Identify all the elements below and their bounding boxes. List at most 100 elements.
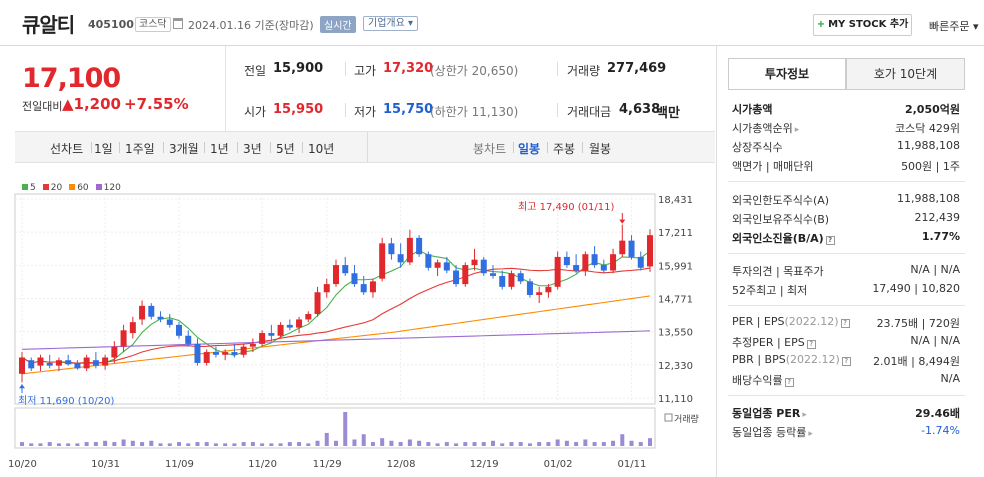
legend-item-ma5: 5 bbox=[22, 183, 36, 193]
col-divider bbox=[345, 103, 346, 117]
candle-body bbox=[453, 270, 460, 285]
chevron-right-icon: ▸ bbox=[794, 125, 800, 135]
period-10y[interactable]: 10년 bbox=[308, 142, 335, 156]
toolbar-separator bbox=[547, 142, 548, 153]
volume-bar bbox=[158, 443, 163, 446]
volume-bar bbox=[601, 442, 606, 446]
candle-body bbox=[129, 322, 136, 334]
candle-body bbox=[139, 305, 146, 320]
volume-bar bbox=[611, 440, 616, 446]
mystock-label: MY STOCK 추가 bbox=[828, 19, 909, 30]
candle-body bbox=[646, 235, 654, 267]
candle-body bbox=[397, 254, 404, 263]
market-cap-rank-value: 코스닥 429위 bbox=[895, 122, 960, 135]
legend-label: 120 bbox=[103, 183, 121, 193]
y-tick-label: 15,991 bbox=[658, 261, 693, 272]
chart-toolbar: 선차트 1일 1주일 3개월 1년 3년 5년 10년 봉차트 일봉 주봉 월봉 bbox=[15, 131, 715, 163]
candle-body bbox=[591, 254, 598, 266]
period-1w[interactable]: 1주일 bbox=[125, 142, 155, 156]
market-cap-rank-label[interactable]: 시가총액순위 ▸ bbox=[732, 120, 799, 136]
chart-legend: 5 20 60 120 bbox=[22, 183, 128, 193]
period-3m[interactable]: 3개월 bbox=[169, 142, 199, 156]
stock-name: 큐알티 bbox=[22, 13, 75, 37]
mystock-add-button[interactable]: + MY STOCK 추가 bbox=[813, 14, 912, 36]
volume-bar bbox=[324, 432, 329, 446]
toolbar-separator bbox=[513, 142, 514, 153]
volume-bar bbox=[380, 438, 385, 446]
x-tick-label: 11/29 bbox=[313, 459, 342, 470]
volume-legend-box bbox=[664, 413, 673, 422]
52w-value: 17,490 | 10,820 bbox=[872, 282, 960, 295]
pbr-bps-date: (2022.12) bbox=[785, 353, 840, 366]
est-per-value: N/A | N/A bbox=[910, 334, 960, 347]
per-eps-label: PER | EPS(2022.12)? bbox=[732, 315, 850, 328]
volume-bar bbox=[564, 440, 569, 446]
candle-body bbox=[259, 333, 266, 344]
help-icon[interactable]: ? bbox=[841, 357, 851, 366]
candle-body bbox=[406, 237, 413, 263]
legend-label: 5 bbox=[30, 183, 36, 193]
realtime-button[interactable]: 실시간 bbox=[320, 16, 356, 33]
help-icon[interactable]: ? bbox=[806, 340, 816, 349]
open-value: 15,950 bbox=[273, 102, 324, 117]
volume-bar bbox=[287, 442, 292, 446]
stock-chart[interactable]: 18,431 17,211 15,991 14,771 13,550 12,330 11,1… bbox=[0, 190, 716, 477]
candle-body bbox=[379, 243, 386, 279]
toolbar-separator bbox=[119, 142, 120, 153]
candle-body bbox=[369, 281, 376, 293]
toolbar-separator bbox=[302, 142, 303, 153]
line-chart-button[interactable]: 선차트 bbox=[50, 142, 84, 156]
period-3y[interactable]: 3년 bbox=[243, 142, 262, 156]
chevron-right-icon: ▸ bbox=[808, 429, 813, 439]
help-icon[interactable]: ? bbox=[784, 378, 794, 387]
toolbar-separator bbox=[163, 142, 164, 153]
market-cap-rank-text: 시가총액순위 bbox=[732, 122, 793, 135]
section-divider bbox=[728, 395, 965, 396]
amount-label: 거래대금 bbox=[567, 105, 612, 119]
foreign-ratio-text: 외국인소진율(B/A) bbox=[732, 232, 824, 245]
legend-item-ma120: 120 bbox=[95, 183, 121, 193]
quick-order-button[interactable]: 빠른주문 ▾ bbox=[929, 20, 979, 33]
candle-body bbox=[637, 256, 644, 268]
volume-bar bbox=[417, 440, 422, 446]
quote-divider bbox=[225, 46, 226, 131]
tab-investment-info[interactable]: 투자정보 bbox=[728, 58, 846, 90]
legend-swatch bbox=[69, 184, 76, 190]
legend-label: 20 bbox=[50, 183, 63, 193]
candle-body bbox=[563, 256, 570, 266]
foreign-held-label: 외국인보유주식수(B) bbox=[732, 213, 830, 226]
volume-bar bbox=[269, 443, 274, 446]
volume-bar bbox=[472, 442, 477, 446]
candle-body bbox=[231, 352, 238, 355]
volume-bar bbox=[140, 442, 145, 446]
period-1d[interactable]: 1일 bbox=[94, 142, 113, 156]
tab-order-book[interactable]: 호가 10단계 bbox=[846, 58, 965, 90]
volume-plot-frame bbox=[14, 407, 656, 449]
candle-body bbox=[305, 314, 312, 320]
help-icon[interactable]: ? bbox=[840, 319, 850, 328]
candle-chart-button[interactable]: 봉차트 bbox=[473, 142, 507, 156]
period-5y[interactable]: 5년 bbox=[276, 142, 295, 156]
industry-per-label[interactable]: 동일업종 PER ▸ bbox=[732, 405, 807, 421]
current-price: 17,100 bbox=[22, 63, 121, 94]
candle-body bbox=[489, 273, 497, 276]
volume-bar bbox=[186, 443, 191, 446]
ma5-line bbox=[21, 249, 651, 364]
pbr-bps-label: PBR | BPS(2022.12)? bbox=[732, 353, 851, 366]
candle-body bbox=[185, 335, 192, 344]
candle-body bbox=[74, 362, 81, 369]
industry-change-label[interactable]: 동일업종 등락률 ▸ bbox=[732, 424, 813, 440]
candle-weekly[interactable]: 주봉 bbox=[553, 142, 576, 156]
candle-body bbox=[92, 360, 99, 366]
candle-body bbox=[65, 360, 72, 365]
candle-body bbox=[573, 265, 580, 271]
candle-body bbox=[462, 265, 469, 285]
period-1y[interactable]: 1년 bbox=[210, 142, 229, 156]
header-bar bbox=[0, 0, 984, 46]
volume-bar bbox=[278, 443, 283, 446]
help-icon[interactable]: ? bbox=[825, 236, 835, 245]
market-cap-value: 2,050억원 bbox=[904, 103, 960, 116]
company-info-button[interactable]: 기업개요 ▾ bbox=[363, 16, 418, 31]
candle-monthly[interactable]: 월봉 bbox=[589, 142, 612, 156]
candle-daily[interactable]: 일봉 bbox=[518, 142, 541, 156]
